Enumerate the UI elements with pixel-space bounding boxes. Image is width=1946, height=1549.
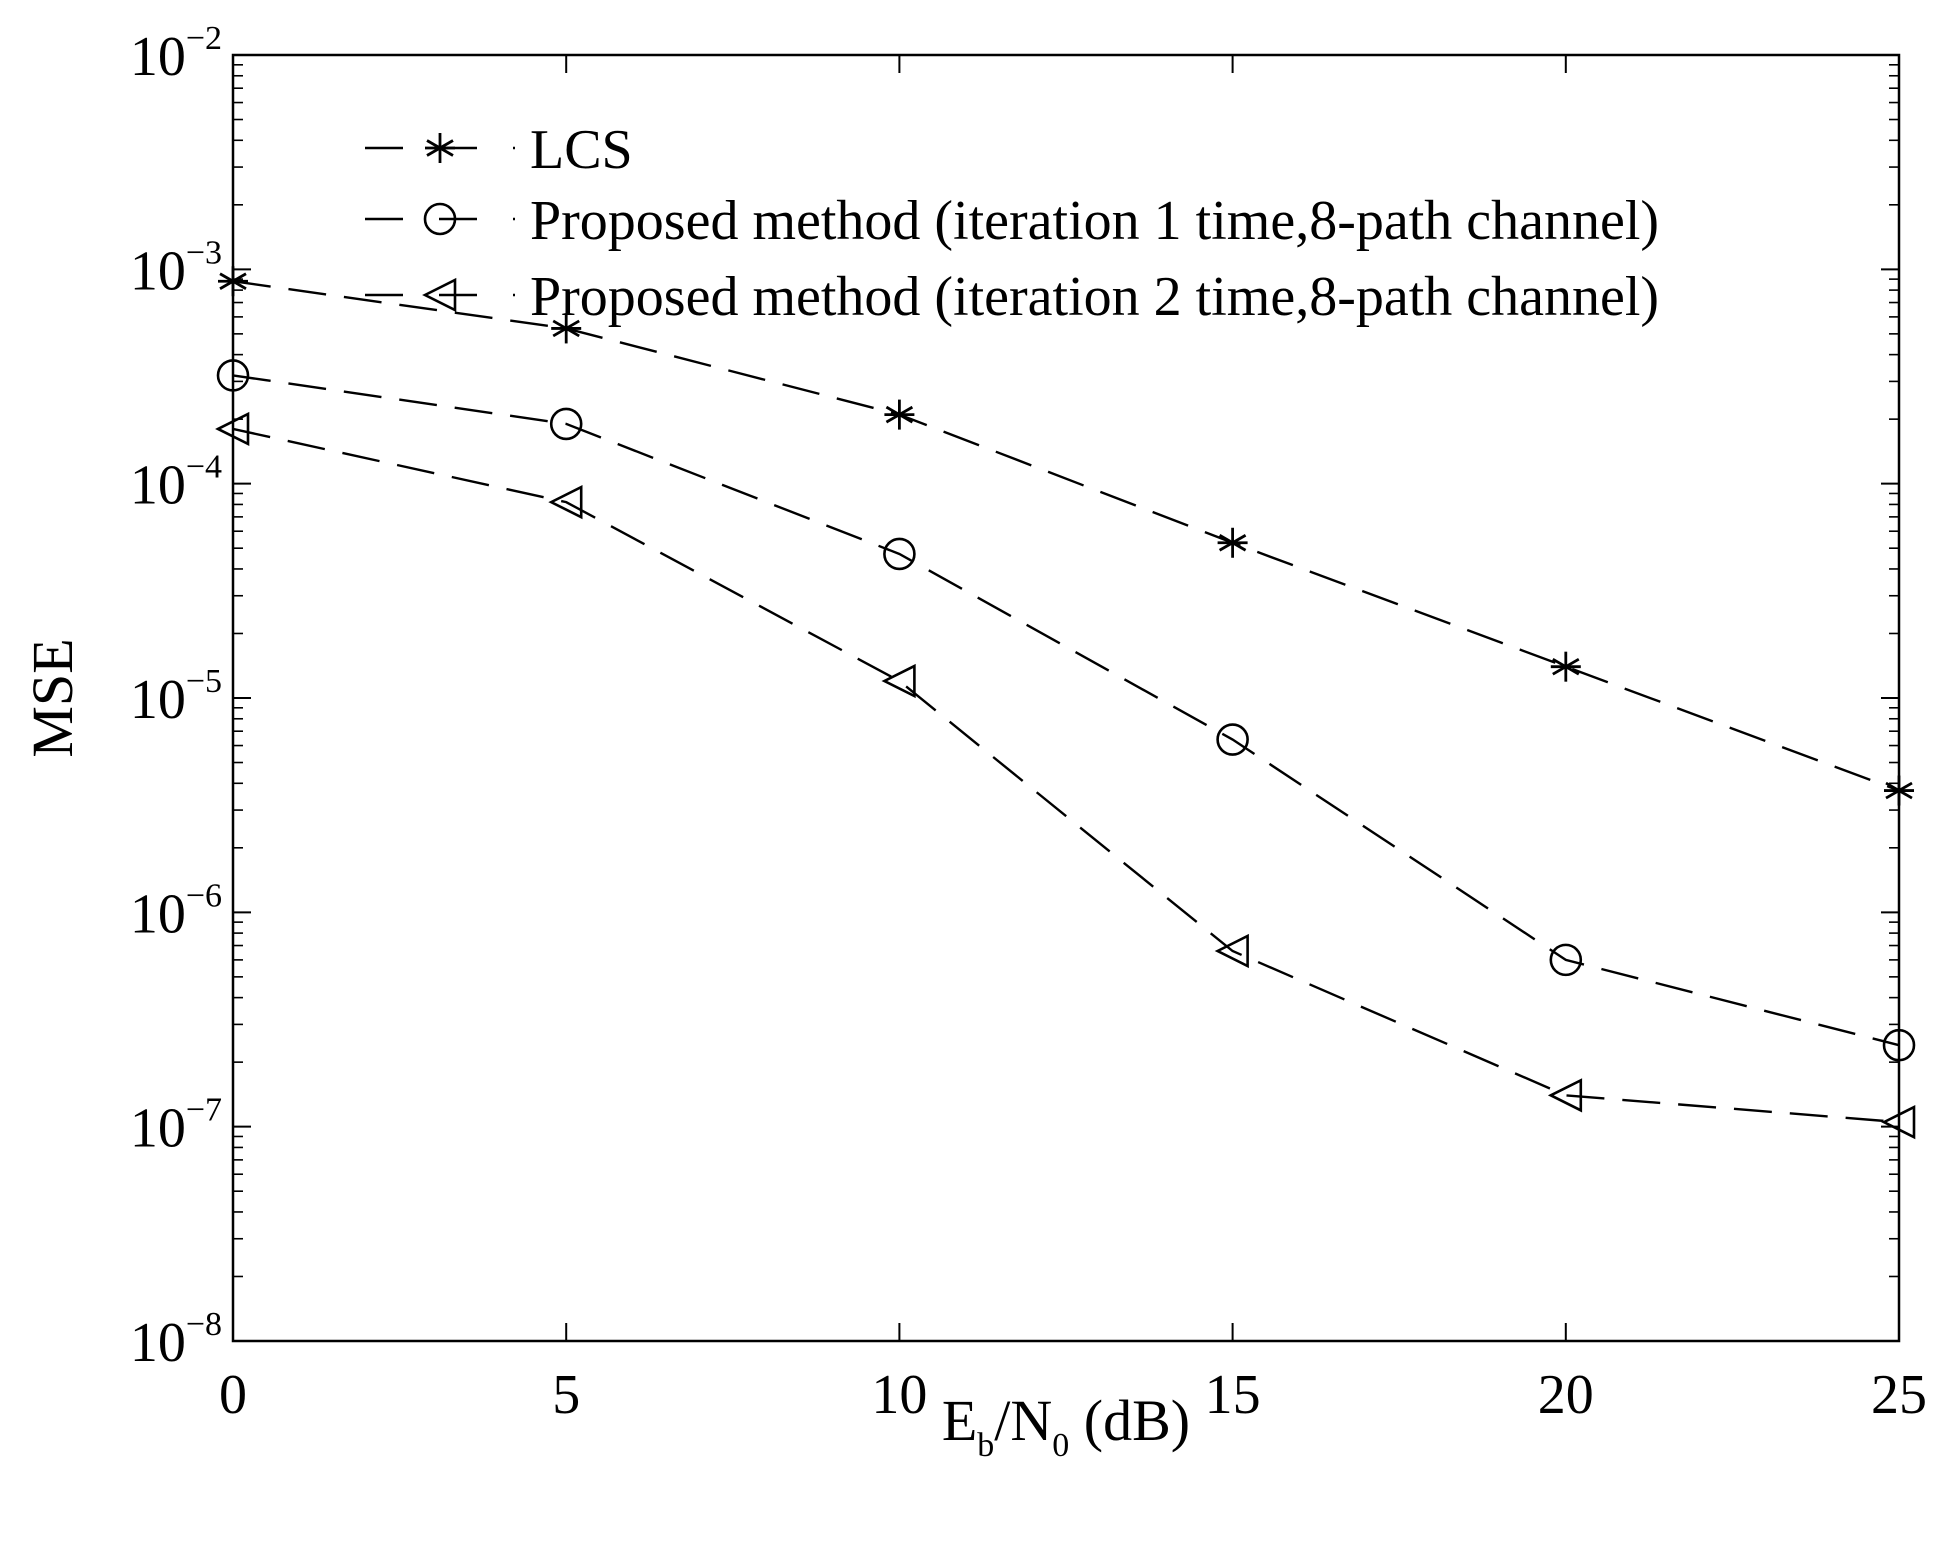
- x-tick-label: 20: [1538, 1364, 1594, 1426]
- legend-marker-1: [425, 133, 455, 163]
- axis-ticks: [232, 54, 1900, 1342]
- y-axis-label: MSE: [20, 638, 85, 757]
- y-tick-label: 10−5: [130, 663, 222, 731]
- data-point-series-3: [881, 663, 916, 699]
- data-point-series-2: [1549, 943, 1583, 977]
- series-line-2: [232, 374, 1900, 1047]
- series-line-3: [232, 427, 1900, 1124]
- data-point-series-3: [548, 485, 583, 520]
- y-tick-label: 10−4: [130, 449, 222, 517]
- x-tick-label: 15: [1205, 1364, 1261, 1426]
- data-point-series-2: [883, 537, 916, 571]
- x-tick-labels: 0 5 10 15 20 25: [219, 1364, 1927, 1426]
- x-tick-label: 25: [1871, 1364, 1927, 1426]
- data-point-series-1: [551, 313, 582, 344]
- data-point-series-2: [1216, 723, 1249, 756]
- data-point-series-3: [1214, 933, 1249, 969]
- y-tick-label: 10−7: [130, 1092, 222, 1160]
- legend: LCS Proposed method (iteration 1 time,8-p…: [365, 119, 1659, 328]
- legend-label-2: Proposed method (iteration 1 time,8-path…: [530, 190, 1659, 252]
- x-tick-label: 0: [219, 1364, 247, 1426]
- plot-lines: [232, 280, 1900, 1124]
- y-tick-label: 10−3: [130, 234, 222, 302]
- y-tick-labels: 10−8 10−7 10−6 10−5 10−4 10−3 10−2: [130, 20, 222, 1374]
- series-line-1: [232, 280, 1900, 792]
- legend-marker-2: [423, 202, 457, 236]
- x-tick-label: 5: [552, 1364, 580, 1426]
- data-point-series-1: [884, 399, 915, 430]
- data-point-series-1: [1550, 651, 1581, 682]
- y-tick-label: 10−8: [130, 1306, 222, 1374]
- y-tick-label: 10−6: [130, 877, 222, 945]
- data-point-series-1: [1217, 527, 1248, 558]
- data-point-series-3: [1547, 1078, 1583, 1113]
- x-axis-label: Eb/N0 (dB): [942, 1388, 1190, 1464]
- legend-label-3: Proposed method (iteration 2 time,8-path…: [530, 266, 1659, 328]
- legend-label-1: LCS: [530, 119, 633, 181]
- legend-marker-3: [422, 277, 457, 313]
- x-tick-label: 10: [871, 1364, 927, 1426]
- data-point-series-2: [549, 407, 583, 441]
- y-tick-label: 10−2: [130, 20, 222, 88]
